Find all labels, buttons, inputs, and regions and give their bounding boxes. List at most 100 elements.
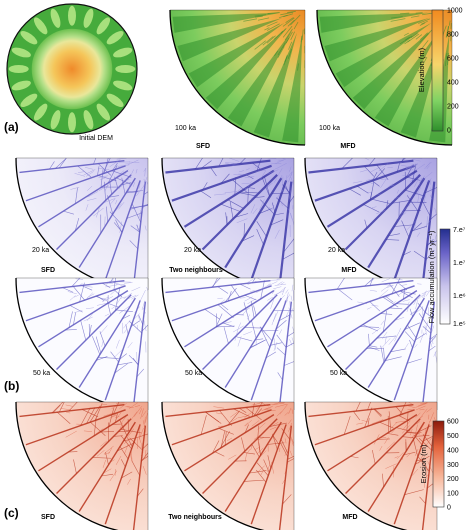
mfd-flow-20ka-map-main-channel — [308, 159, 414, 174]
mfd-flow-50ka-map-tributary — [382, 310, 387, 332]
mfd-erosion-map-texture — [379, 445, 383, 451]
mfd-erosion-map-texture — [407, 408, 415, 411]
two-neighbours-erosion-map-main-channel — [184, 414, 275, 472]
two-neighbours-erosion-map-edge — [162, 401, 295, 530]
two-neighbours-flow-20ka-map-texture — [290, 176, 294, 183]
erosion-tick-500: 500 — [447, 433, 459, 440]
sfd-flow-20ka-map-texture — [117, 183, 126, 189]
sfd-erosion-map-texture — [83, 430, 92, 432]
mfd-elevation-map-texture — [419, 56, 428, 71]
sfd-flow-50ka-map-tributary — [95, 296, 108, 301]
mfd-erosion-map-texture — [384, 437, 389, 444]
two-neighbours-flow-20ka-map-tributary — [251, 162, 261, 169]
sfd-flow-20ka-map-tributary — [107, 165, 118, 184]
mfd-erosion-map-texture — [404, 404, 416, 409]
time-label-b-mfd-20: 20 ka — [328, 247, 345, 254]
sfd-erosion-map-texture — [103, 445, 114, 455]
mfd-flow-50ka-map-texture — [430, 325, 435, 335]
two-neighbours-erosion-map-tributary — [263, 459, 270, 473]
mfd-flow-20ka-map-texture — [405, 163, 418, 169]
initial-dem-ridge — [96, 103, 111, 121]
sfd-flow-50ka-map-texture — [116, 296, 122, 305]
two-neighbours-flow-20ka-map-tributary — [220, 173, 230, 184]
two-neighbours-flow-20ka-map-main-channel — [278, 181, 293, 287]
two-neighbours-erosion-map-texture — [244, 422, 249, 427]
sfd-flow-50ka-map-texture — [126, 295, 137, 300]
sfd-flow-50ka-map-texture — [120, 284, 125, 286]
mfd-elevation-map-texture — [447, 52, 449, 65]
two-neighbours-flow-50ka-map-texture — [270, 299, 275, 309]
two-neighbours-flow-20ka-map-tributary — [260, 199, 275, 215]
sfd-flow-20ka-map-texture — [87, 185, 93, 191]
time-label-b-sfd-20: 20 ka — [32, 247, 49, 254]
two-neighbours-flow-20ka-map-texture — [236, 218, 248, 223]
two-neighbours-erosion-map-tributary — [205, 411, 222, 424]
sfd-flow-50ka-map-texture — [131, 286, 141, 292]
sfd-flow-20ka-map-main-channel — [78, 177, 136, 268]
sfd-erosion-map-main-channel — [56, 418, 132, 494]
mfd-elevation-map-valley — [324, 18, 430, 62]
mfd-flow-50ka-map-texture — [369, 289, 377, 292]
sfd-erosion-map-main-channel — [25, 409, 126, 446]
mfd-flow-20ka-map-main-channel — [314, 164, 415, 202]
initial-dem-ridge — [50, 8, 61, 28]
mfd-flow-20ka-map-texture — [396, 212, 407, 221]
mfd-elevation-map-texture — [400, 12, 410, 15]
mfd-erosion-map-texture — [415, 412, 421, 418]
mfd-erosion-map-texture — [392, 465, 395, 478]
mfd-flow-20ka-map-tributary — [401, 158, 407, 163]
sfd-flow-20ka-map-tributary — [136, 224, 140, 233]
mfd-elevation-map-valley — [374, 30, 440, 127]
two-neighbours-flow-50ka-map-tributary — [276, 347, 286, 356]
mfd-elevation-map-texture — [404, 39, 411, 45]
flow-tick-7e7: 7.e⁷ — [453, 227, 466, 234]
two-neighbours-flow-50ka-map-tributary — [244, 327, 263, 329]
sfd-erosion-map-texture — [65, 430, 77, 438]
sfd-erosion-map-texture — [66, 411, 71, 414]
sfd-erosion-map-tributary — [57, 411, 71, 424]
sfd-flow-20ka-map — [15, 157, 149, 291]
two-neighbours-flow-50ka-map-texture — [242, 308, 248, 315]
sfd-erosion-map-texture — [133, 406, 142, 417]
sfd-elevation-map-texture — [277, 42, 286, 56]
mfd-elevation-map-texture — [446, 26, 450, 38]
erosion-tick-600: 600 — [447, 419, 459, 426]
mfd-flow-50ka-map-channels — [308, 278, 437, 407]
mfd-erosion-map — [304, 401, 438, 530]
sfd-flow-50ka-map-tributary — [73, 286, 86, 301]
mfd-flow-50ka-map-tributary — [424, 311, 433, 319]
sfd-elevation-map-texture — [264, 27, 270, 31]
mfd-erosion-map-texture — [391, 422, 398, 428]
sfd-erosion-map-texture — [144, 416, 146, 424]
mfd-flow-50ka-map-texture — [394, 317, 405, 321]
sfd-flow-20ka-map-texture — [123, 179, 130, 182]
sfd-flow-50ka-map-texture — [123, 328, 128, 334]
sfd-flow-20ka-map-texture — [100, 177, 107, 181]
mfd-erosion-map-texture — [414, 424, 418, 437]
mfd-flow-50ka-map-texture — [421, 290, 427, 298]
two-neighbours-flow-20ka-map-texture — [250, 204, 256, 214]
sfd-flow-50ka-map-texture — [143, 318, 147, 332]
two-neighbours-erosion-map-texture — [244, 453, 247, 462]
two-neighbours-flow-20ka-map-texture — [244, 181, 252, 193]
sfd-flow-50ka-map-texture — [138, 314, 140, 323]
two-neighbours-erosion-map-texture — [261, 405, 274, 411]
two-neighbours-flow-20ka-map-tributary — [210, 167, 217, 177]
two-neighbours-erosion-map-texture — [284, 462, 289, 475]
initial-dem-ridge — [8, 65, 29, 73]
mfd-flow-20ka-map — [304, 157, 438, 291]
two-neighbours-flow-20ka-map-main-channel — [165, 159, 271, 174]
mfd-flow-50ka-map-tributary — [382, 296, 399, 308]
mfd-flow-50ka-map-texture — [406, 305, 410, 312]
sfd-flow-50ka-map-texture — [127, 342, 133, 349]
mfd-erosion-map-main-channel — [421, 425, 436, 530]
sfd-flow-50ka-map-tributary — [96, 356, 108, 361]
two-neighbours-erosion-map-texture — [284, 438, 287, 444]
elevation-tick-400: 400 — [447, 80, 459, 87]
sfd-erosion-map-texture — [96, 450, 105, 457]
mfd-flow-50ka-map-texture — [404, 343, 409, 350]
initial-dem-ridge — [20, 30, 38, 45]
two-neighbours-flow-50ka-map-texture — [277, 281, 283, 286]
initial-dem-ridge — [33, 103, 48, 121]
mfd-erosion-map-texture — [418, 454, 424, 464]
